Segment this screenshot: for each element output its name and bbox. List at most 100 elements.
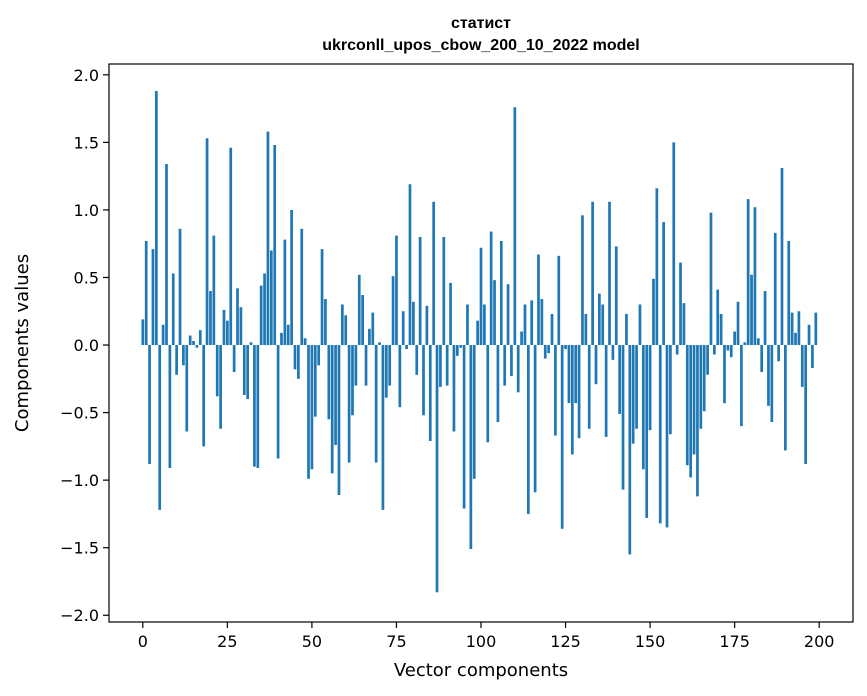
y-tick-label: −1.0 xyxy=(60,471,99,490)
bar-176 xyxy=(736,301,740,346)
bar-168 xyxy=(709,212,713,346)
bar-3 xyxy=(151,249,155,346)
bar-172 xyxy=(723,345,726,404)
bar-64 xyxy=(357,274,361,346)
bar-44 xyxy=(290,209,293,346)
bar-2 xyxy=(148,345,151,464)
bar-93 xyxy=(455,345,459,356)
bar-7 xyxy=(165,163,168,346)
bar-47 xyxy=(300,228,304,346)
bar-165 xyxy=(699,345,703,429)
bar-115 xyxy=(530,300,534,346)
bar-184 xyxy=(763,290,767,346)
bar-163 xyxy=(692,345,696,455)
bar-58 xyxy=(337,345,341,495)
bar-5 xyxy=(158,345,162,510)
bar-108 xyxy=(506,284,510,346)
bar-81 xyxy=(415,345,419,375)
bar-90 xyxy=(445,345,449,386)
bar-6 xyxy=(161,324,165,346)
bar-139 xyxy=(611,345,615,360)
bar-35 xyxy=(259,285,263,346)
bar-82 xyxy=(418,236,422,346)
bar-100 xyxy=(479,247,483,346)
bar-150 xyxy=(648,345,652,431)
bar-31 xyxy=(246,345,250,400)
bar-146 xyxy=(635,345,638,429)
bar-98 xyxy=(472,345,476,479)
bar-173 xyxy=(726,345,730,351)
x-tick-label: 75 xyxy=(386,632,406,651)
bar-21 xyxy=(212,235,216,346)
bar-187 xyxy=(773,232,777,346)
bar-140 xyxy=(614,246,618,346)
bar-23 xyxy=(219,345,222,429)
bar-40 xyxy=(276,345,280,459)
bar-17 xyxy=(198,330,202,346)
bar-122 xyxy=(554,345,557,436)
bar-128 xyxy=(574,345,578,404)
bar-126 xyxy=(567,345,571,404)
chart-title: статист xyxy=(451,15,511,32)
bar-120 xyxy=(547,345,550,354)
bar-52 xyxy=(317,345,321,366)
bar-56 xyxy=(330,345,334,474)
y-tick-label: −1.5 xyxy=(60,539,99,558)
bar-33 xyxy=(253,345,256,467)
bar-70 xyxy=(378,342,381,346)
bar-154 xyxy=(662,222,665,346)
bar-112 xyxy=(520,331,523,346)
x-tick-label: 0 xyxy=(138,632,148,651)
bar-39 xyxy=(273,145,277,346)
bar-156 xyxy=(669,345,672,435)
bar-27 xyxy=(232,345,236,373)
bar-13 xyxy=(185,345,189,432)
bar-183 xyxy=(760,345,764,373)
x-tick-label: 200 xyxy=(804,632,835,651)
bar-83 xyxy=(422,345,425,416)
bar-16 xyxy=(195,345,199,348)
bar-68 xyxy=(371,312,375,346)
bar-66 xyxy=(364,345,368,386)
bar-26 xyxy=(229,147,233,346)
y-tick-label: 1.5 xyxy=(74,133,99,152)
bar-125 xyxy=(564,345,567,350)
bar-149 xyxy=(645,345,649,518)
bar-109 xyxy=(510,345,513,377)
bar-186 xyxy=(770,345,774,423)
bar-73 xyxy=(388,345,392,386)
bar-124 xyxy=(560,345,564,529)
bar-8 xyxy=(168,345,172,468)
bar-131 xyxy=(584,313,588,346)
bar-41 xyxy=(280,332,283,346)
bar-59 xyxy=(340,304,344,346)
bar-45 xyxy=(293,345,297,370)
x-axis-ticks: 0 25 50 75 100 125 150 175 200 xyxy=(138,622,835,651)
bar-107 xyxy=(503,345,507,386)
bar-155 xyxy=(665,345,669,528)
bar-18 xyxy=(202,345,206,447)
bar-99 xyxy=(476,320,479,346)
y-axis-ticks: −2.0 −1.5 −1.0 −0.5 0.0 0.5 1.0 1.5 2.0 xyxy=(60,66,109,625)
bar-135 xyxy=(598,293,601,346)
bar-160 xyxy=(682,303,686,346)
bar-190 xyxy=(784,345,787,451)
bar-19 xyxy=(205,138,209,346)
bar-198 xyxy=(811,345,814,368)
bar-182 xyxy=(756,338,760,346)
x-axis-label: Vector components xyxy=(394,660,568,681)
bar-46 xyxy=(297,345,300,379)
bar-151 xyxy=(652,278,655,346)
bar-193 xyxy=(794,332,797,346)
bar-25 xyxy=(226,320,229,346)
bar-77 xyxy=(401,311,405,346)
bar-12 xyxy=(182,345,185,366)
bar-179 xyxy=(746,199,750,346)
y-tick-label: 0.0 xyxy=(74,336,99,355)
bar-62 xyxy=(351,345,354,416)
bar-79 xyxy=(408,184,412,346)
bar-177 xyxy=(740,345,743,427)
bar-144 xyxy=(628,345,632,555)
